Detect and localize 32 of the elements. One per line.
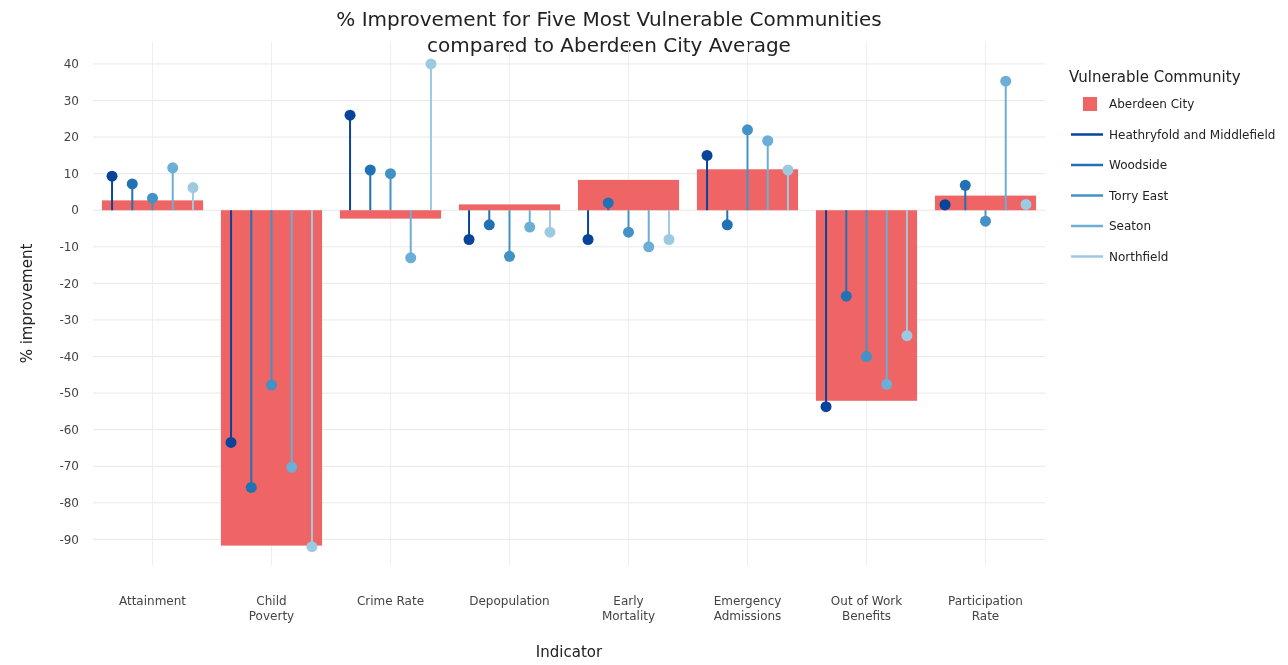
x-tick-label: Crime Rate <box>356 594 425 608</box>
y-tick-label: 40 <box>63 57 79 72</box>
y-tick-label: -50 <box>59 386 79 401</box>
legend-title: Vulnerable Community <box>1069 68 1241 86</box>
x-tick-label: Emergency Admissions <box>713 594 782 623</box>
y-tick-label: 10 <box>63 166 79 181</box>
legend-label: Torry East <box>1108 188 1169 203</box>
x-tick-label: Early Mortality <box>601 594 656 623</box>
y-tick-label: -90 <box>59 532 79 547</box>
y-axis-title: % improvement <box>18 243 36 364</box>
y-tick-label: -30 <box>59 313 79 328</box>
y-tick-label: -40 <box>59 349 79 364</box>
y-tick-label: -70 <box>59 459 79 474</box>
legend-label: Aberdeen City <box>1109 97 1195 112</box>
y-tick-label: 30 <box>63 93 79 108</box>
y-tick-label: 20 <box>63 130 79 145</box>
x-tick-label: Depopulation <box>469 594 550 608</box>
legend-label: Heathryfold and Middlefield <box>1109 127 1276 142</box>
legend-label: Northfield <box>1109 249 1169 264</box>
x-tick-label: Participation Rate <box>948 594 1023 623</box>
y-tick-label: -60 <box>59 422 79 437</box>
y-tick-label: 0 <box>71 203 79 218</box>
chart-title: % Improvement for Five Most Vulnerable Communities compared to Aberdeen City Average <box>336 7 882 57</box>
y-tick-label: -20 <box>59 276 79 291</box>
x-axis-title: Indicator <box>535 643 603 661</box>
x-tick-label: Attainment <box>118 594 187 608</box>
x-tick-label: Out of Work Benefits <box>830 594 903 623</box>
legend-label: Woodside <box>1109 158 1168 173</box>
legend-label: Seaton <box>1109 219 1152 234</box>
y-tick-label: -80 <box>59 496 79 511</box>
y-tick-label: -10 <box>59 240 79 255</box>
x-tick-label: Child Poverty <box>248 594 295 623</box>
